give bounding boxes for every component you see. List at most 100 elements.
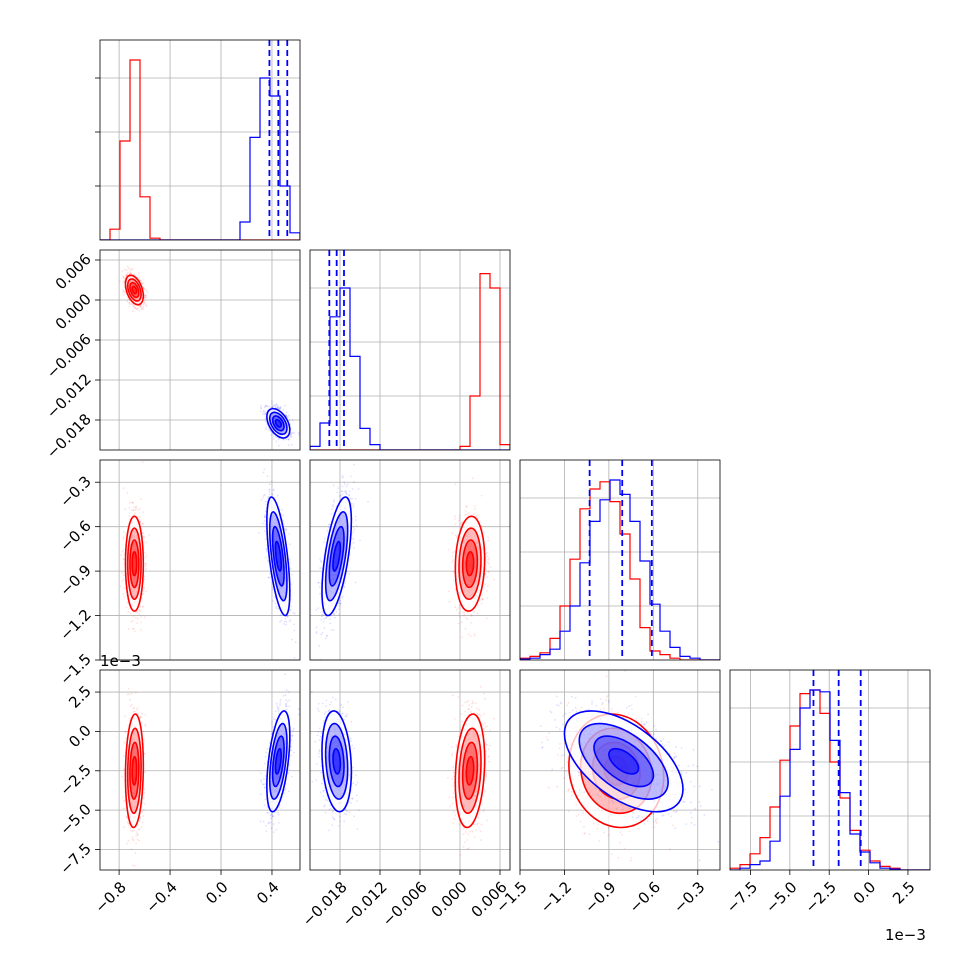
scatter-point — [288, 419, 291, 422]
scatter-point — [127, 628, 130, 631]
scatter-point — [142, 589, 145, 592]
scatter-point — [276, 404, 279, 407]
scatter-point — [140, 498, 142, 501]
scatter-point — [143, 575, 146, 578]
scatter-point — [126, 265, 129, 268]
scatter-point — [290, 605, 293, 608]
scatter-point — [258, 445, 260, 447]
scatter-point — [290, 435, 293, 438]
scatter-point — [130, 509, 133, 511]
scatter-point — [280, 508, 283, 511]
scatter-point — [276, 436, 279, 439]
scatter-point — [140, 308, 143, 310]
scatter-point — [460, 523, 463, 526]
scatter-point — [138, 608, 141, 611]
scatter-point — [263, 413, 266, 416]
scatter-point — [464, 628, 467, 630]
scatter-point — [271, 492, 273, 495]
scatter-point — [271, 588, 274, 591]
scatter-point — [287, 444, 290, 447]
scatter-point — [282, 438, 285, 441]
scatter-point — [144, 551, 146, 554]
scatter-point — [125, 275, 128, 277]
scatter-point — [140, 306, 143, 309]
scatter-point — [454, 515, 457, 518]
scatter-point — [470, 622, 473, 624]
scatter-point — [124, 508, 126, 511]
scatter-point — [142, 305, 145, 308]
scatter-point — [138, 276, 141, 279]
scatter-point — [133, 305, 136, 308]
scatter-point — [276, 494, 279, 497]
histogram-series_b — [100, 77, 300, 240]
scatter-point — [489, 566, 492, 568]
scatter-point — [119, 585, 122, 588]
scatter-point — [289, 433, 292, 436]
scatter-point — [263, 468, 266, 471]
scatter-point — [459, 616, 461, 618]
scatter-point — [476, 516, 479, 519]
scatter-point — [486, 551, 489, 554]
scatter-point — [144, 563, 147, 565]
scatter-point — [467, 511, 470, 514]
scatter-point — [293, 629, 296, 632]
scatter-point — [144, 536, 146, 539]
scatter-point — [277, 406, 279, 409]
scatter-point — [145, 289, 148, 291]
scatter-point — [123, 548, 125, 551]
scatter-point — [288, 543, 291, 546]
scatter-point — [132, 506, 135, 508]
scatter-point — [277, 438, 280, 441]
scatter-point — [465, 616, 468, 619]
scatter-point — [122, 574, 125, 577]
scatter-point — [464, 510, 467, 512]
scatter-point — [122, 276, 125, 278]
scatter-point — [486, 597, 489, 599]
scatter-point — [456, 534, 459, 537]
scatter-point — [128, 502, 131, 504]
scatter-point — [467, 633, 470, 636]
scatter-point — [140, 616, 143, 619]
scatter-point — [341, 485, 344, 488]
scatter-point — [125, 269, 128, 272]
scatter-point — [144, 295, 147, 297]
scatter-point — [136, 622, 139, 625]
scatter-point — [123, 596, 126, 599]
scatter-point — [282, 409, 285, 411]
scatter-point — [291, 419, 294, 422]
scatter-point — [124, 290, 127, 293]
scatter-point — [122, 578, 125, 581]
scatter-point — [293, 623, 295, 626]
scatter-point — [315, 609, 318, 611]
scatter-point — [487, 570, 490, 573]
scatter-point — [122, 530, 125, 533]
scatter-point — [288, 561, 291, 564]
scatter-point — [291, 573, 293, 576]
scatter-point — [126, 492, 129, 494]
scatter-point — [293, 612, 296, 615]
scatter-point — [128, 506, 131, 509]
scatter-point — [267, 561, 270, 563]
scatter-point — [121, 579, 124, 582]
scatter-point — [451, 532, 454, 534]
scatter-point — [128, 305, 131, 308]
scatter-point — [266, 405, 269, 408]
scatter-point — [143, 586, 146, 589]
scatter-point — [282, 514, 285, 517]
scatter-point — [460, 621, 463, 624]
y-tick-label: −0.006 — [43, 330, 95, 382]
scatter-point — [291, 443, 293, 446]
scatter-point — [131, 619, 134, 622]
scatter-point — [285, 621, 288, 623]
scatter-point — [274, 403, 277, 406]
scatter-point — [140, 621, 142, 624]
scatter-point — [452, 570, 455, 573]
scatter-point — [145, 554, 148, 557]
scatter-point — [123, 290, 126, 293]
scatter-point — [476, 612, 479, 615]
scatter-point — [125, 274, 128, 277]
scatter-point — [139, 520, 142, 523]
scatter-point — [142, 531, 145, 534]
scatter-point — [466, 611, 469, 614]
scatter-point — [258, 532, 261, 534]
